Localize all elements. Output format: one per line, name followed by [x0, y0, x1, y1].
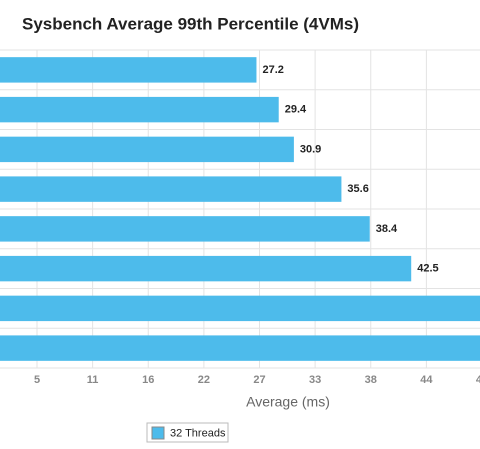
x-tick-label: 44: [420, 374, 433, 386]
x-tick-label: 49: [476, 374, 480, 386]
value-label: 27.2: [262, 64, 283, 76]
bar: [0, 255, 412, 282]
value-label: 30.9: [300, 143, 321, 155]
bar: [0, 176, 342, 202]
legend-swatch: [151, 426, 165, 440]
value-label: 35.6: [347, 183, 368, 195]
bar: [0, 57, 257, 83]
value-label: 38.4: [376, 223, 398, 235]
legend-label: 32 Threads: [170, 427, 226, 439]
legend-box: [146, 422, 229, 443]
x-tick-label: 11: [87, 374, 99, 386]
x-tick-label: 16: [142, 374, 154, 386]
bar: [0, 96, 279, 123]
bar: [0, 295, 480, 322]
bar: [0, 136, 294, 163]
chart-title: Sysbench Average 99th Percentile (4VMs): [22, 14, 359, 33]
x-tick-label: 5: [34, 374, 40, 386]
value-label: 29.4: [285, 104, 307, 116]
x-tick-label: 33: [309, 374, 321, 386]
x-tick-label: 38: [365, 374, 377, 386]
x-tick-label: 27: [253, 374, 265, 386]
x-tick-label: 22: [198, 374, 210, 386]
legend: 32 Threads: [146, 422, 229, 443]
value-label: 42.5: [417, 263, 438, 275]
bar: [0, 216, 370, 242]
bar: [0, 335, 480, 361]
x-axis-title: Average (ms): [246, 394, 330, 410]
